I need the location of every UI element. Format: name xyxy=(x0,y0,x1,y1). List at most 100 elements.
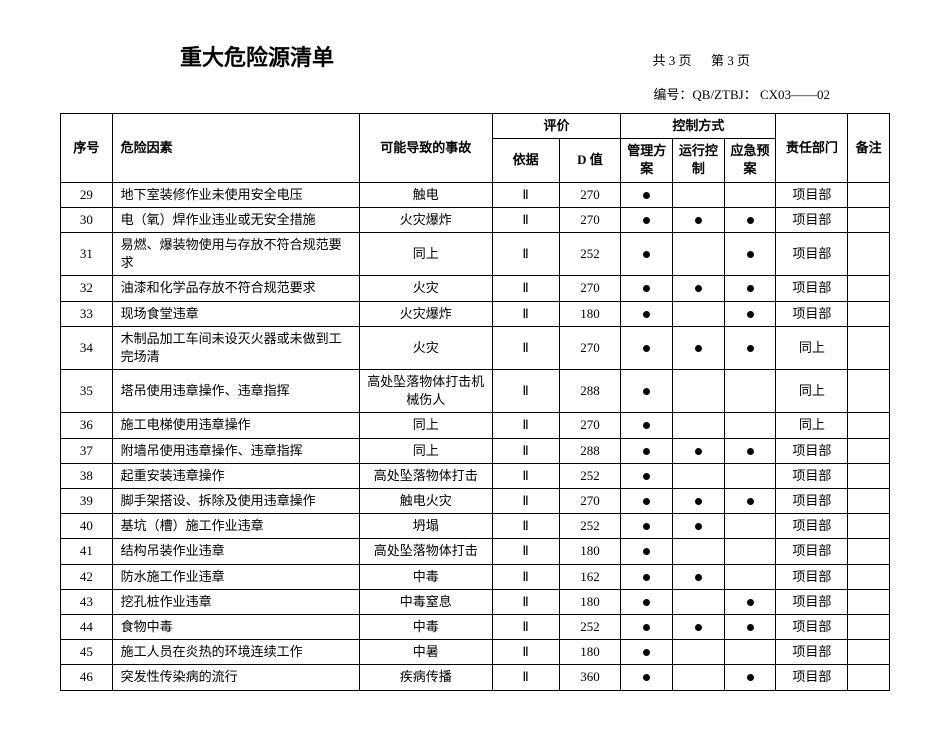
cell-emergency xyxy=(724,539,776,564)
cell-seq: 38 xyxy=(61,463,113,488)
cell-basis: Ⅱ xyxy=(492,413,559,438)
dot-icon xyxy=(643,523,650,530)
cell-basis: Ⅱ xyxy=(492,301,559,326)
cell-factor: 基坑（槽）施工作业违章 xyxy=(112,514,359,539)
cell-basis: Ⅱ xyxy=(492,514,559,539)
cell-dvalue: 270 xyxy=(559,276,621,301)
cell-accident: 同上 xyxy=(359,232,492,275)
cell-note xyxy=(848,463,890,488)
cell-dept: 同上 xyxy=(776,413,848,438)
table-row: 32油漆和化学品存放不符合规范要求火灾Ⅱ270项目部 xyxy=(61,276,890,301)
cell-dvalue: 180 xyxy=(559,640,621,665)
cell-seq: 40 xyxy=(61,514,113,539)
cell-ctrl xyxy=(673,370,725,413)
cell-dept: 项目部 xyxy=(776,276,848,301)
cell-plan xyxy=(621,326,673,369)
cell-basis: Ⅱ xyxy=(492,489,559,514)
cell-seq: 45 xyxy=(61,640,113,665)
cell-note xyxy=(848,589,890,614)
table-row: 29地下室装修作业未使用安全电压触电Ⅱ270项目部 xyxy=(61,182,890,207)
cell-dept: 项目部 xyxy=(776,301,848,326)
table-row: 37附墙吊使用违章操作、违章指挥同上Ⅱ288项目部 xyxy=(61,438,890,463)
cell-ctrl xyxy=(673,640,725,665)
cell-basis: Ⅱ xyxy=(492,276,559,301)
cell-dept: 项目部 xyxy=(776,182,848,207)
cell-seq: 36 xyxy=(61,413,113,438)
table-row: 46突发性传染病的流行疾病传播Ⅱ360项目部 xyxy=(61,665,890,690)
cell-ctrl xyxy=(673,326,725,369)
cell-accident: 高处坠落物体打击 xyxy=(359,463,492,488)
cell-dvalue: 360 xyxy=(559,665,621,690)
document-number: 编号：QB/ZTBJ： CX03——02 xyxy=(60,84,830,103)
cell-ctrl xyxy=(673,589,725,614)
cell-emergency xyxy=(724,207,776,232)
dot-icon xyxy=(643,251,650,258)
th-basis: 依据 xyxy=(492,139,559,182)
dot-icon xyxy=(695,217,702,224)
cell-plan xyxy=(621,370,673,413)
dot-icon xyxy=(747,624,754,631)
cell-accident: 中毒 xyxy=(359,564,492,589)
cell-accident: 触电 xyxy=(359,182,492,207)
cell-dept: 项目部 xyxy=(776,514,848,539)
cell-seq: 31 xyxy=(61,232,113,275)
cell-ctrl xyxy=(673,564,725,589)
cell-seq: 37 xyxy=(61,438,113,463)
cell-emergency xyxy=(724,640,776,665)
cell-seq: 29 xyxy=(61,182,113,207)
cell-dept: 项目部 xyxy=(776,207,848,232)
cell-accident: 火灾爆炸 xyxy=(359,207,492,232)
cell-emergency xyxy=(724,413,776,438)
dot-icon xyxy=(747,311,754,318)
cell-note xyxy=(848,326,890,369)
dot-icon xyxy=(695,523,702,530)
table-row: 35塔吊使用违章操作、违章指挥高处坠落物体打击机械伤人Ⅱ288同上 xyxy=(61,370,890,413)
dot-icon xyxy=(643,285,650,292)
cell-accident: 中毒窒息 xyxy=(359,589,492,614)
cell-dvalue: 288 xyxy=(559,370,621,413)
table-row: 44食物中毒中毒Ⅱ252项目部 xyxy=(61,614,890,639)
th-factor: 危险因素 xyxy=(112,114,359,183)
hazard-table: 序号 危险因素 可能导致的事故 评价 控制方式 责任部门 备注 依据 D 值 管… xyxy=(60,113,890,691)
cell-ctrl xyxy=(673,539,725,564)
dot-icon xyxy=(695,624,702,631)
cell-plan xyxy=(621,589,673,614)
dot-icon xyxy=(643,473,650,480)
cell-seq: 30 xyxy=(61,207,113,232)
table-row: 38起重安装违章操作高处坠落物体打击Ⅱ252项目部 xyxy=(61,463,890,488)
document-header: 重大危险源清单 共 3 页 第 3 页 xyxy=(60,40,890,72)
cell-note xyxy=(848,514,890,539)
cell-dept: 项目部 xyxy=(776,614,848,639)
th-evaluation: 评价 xyxy=(492,114,621,139)
cell-dvalue: 270 xyxy=(559,182,621,207)
cell-dvalue: 270 xyxy=(559,326,621,369)
dot-icon xyxy=(747,217,754,224)
dot-icon xyxy=(643,448,650,455)
cell-accident: 中毒 xyxy=(359,614,492,639)
table-row: 40基坑（槽）施工作业违章坍塌Ⅱ252项目部 xyxy=(61,514,890,539)
cell-ctrl xyxy=(673,276,725,301)
table-row: 36施工电梯使用违章操作同上Ⅱ270同上 xyxy=(61,413,890,438)
cell-ctrl xyxy=(673,413,725,438)
cell-ctrl xyxy=(673,665,725,690)
dot-icon xyxy=(747,498,754,505)
cell-note xyxy=(848,665,890,690)
cell-basis: Ⅱ xyxy=(492,539,559,564)
cell-seq: 41 xyxy=(61,539,113,564)
cell-plan xyxy=(621,463,673,488)
cell-ctrl xyxy=(673,463,725,488)
dot-icon xyxy=(747,285,754,292)
cell-factor: 食物中毒 xyxy=(112,614,359,639)
th-note: 备注 xyxy=(848,114,890,183)
cell-accident: 火灾 xyxy=(359,276,492,301)
dot-icon xyxy=(643,498,650,505)
dot-icon xyxy=(643,548,650,555)
cell-note xyxy=(848,614,890,639)
page-current: 第 3 页 xyxy=(711,53,750,68)
cell-dvalue: 252 xyxy=(559,514,621,539)
dot-icon xyxy=(643,311,650,318)
dot-icon xyxy=(747,345,754,352)
cell-seq: 39 xyxy=(61,489,113,514)
cell-basis: Ⅱ xyxy=(492,207,559,232)
cell-basis: Ⅱ xyxy=(492,326,559,369)
